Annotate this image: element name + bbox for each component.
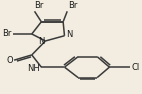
Text: Br: Br: [69, 1, 78, 10]
Text: Cl: Cl: [131, 63, 139, 72]
Text: N: N: [66, 30, 72, 39]
Text: Br: Br: [35, 1, 44, 10]
Text: N: N: [38, 37, 44, 46]
Text: NH: NH: [27, 64, 40, 72]
Text: Br: Br: [2, 30, 11, 38]
Text: O: O: [6, 56, 13, 65]
